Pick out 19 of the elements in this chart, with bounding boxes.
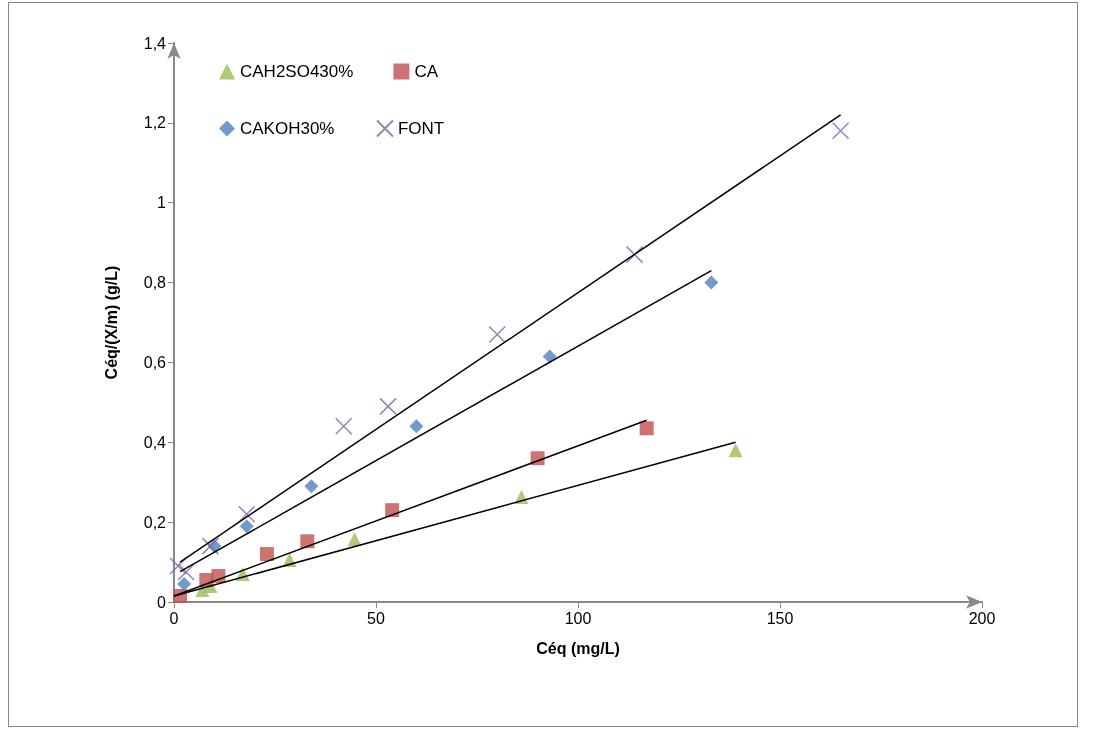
y-tick-label: 1,4 (143, 34, 167, 52)
y-axis-title: Céq/(X/m) (g/L) (102, 265, 120, 380)
y-tick-label: 0 (157, 593, 167, 611)
x-axis-title: Céq (mg/L) (536, 639, 620, 657)
y-tick-label: 0,4 (143, 433, 167, 451)
y-tick-label: 0,2 (143, 513, 167, 531)
x-tick-label: 150 (766, 609, 794, 627)
x-tick-label: 100 (564, 609, 592, 627)
legend-label: FONT (397, 119, 445, 138)
legend-label: CA (414, 62, 439, 81)
y-tick-label: 0,6 (143, 353, 167, 371)
y-tick-label: 0,8 (143, 274, 167, 292)
x-tick-label: 0 (169, 609, 179, 627)
legend-label: CAKOH30% (240, 119, 335, 138)
y-tick-label: 1 (157, 194, 167, 212)
x-tick-label: 200 (968, 609, 996, 627)
y-tick-label: 1,2 (143, 114, 167, 132)
x-tick-label: 50 (367, 609, 385, 627)
legend-label: CAH2SO430% (240, 62, 354, 81)
